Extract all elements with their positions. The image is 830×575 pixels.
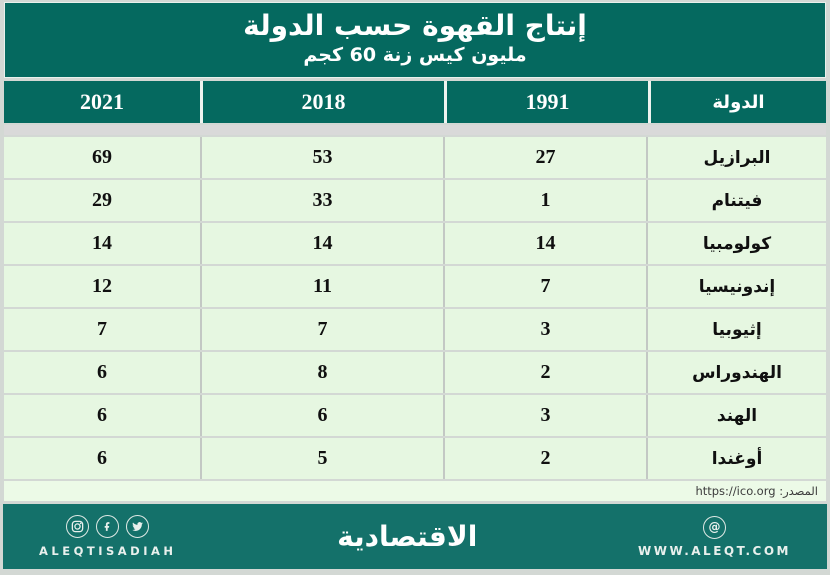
value-2021: 69 [4,137,200,178]
table-body: 69 53 27 البرازيل 29 33 1 فيتنام 14 14 1… [4,137,826,479]
country-name: كولومبيا [648,223,826,264]
value-1991: 27 [445,137,646,178]
column-header-country: الدولة [651,81,826,123]
value-2021: 6 [4,438,200,479]
website-label: WWW.ALEQT.COM [637,543,791,558]
value-2018: 33 [202,180,443,221]
value-2021: 29 [4,180,200,221]
column-header-1991: 1991 [447,81,648,123]
table-row: 12 11 7 إندونيسيا [4,266,826,307]
newspaper-logo: الاقتصادية [337,520,478,553]
value-1991: 2 [445,438,646,479]
value-2018: 8 [202,352,443,393]
table-row: 14 14 14 كولومبيا [4,223,826,264]
source-note: المصدر: https://ico.org [4,481,826,501]
value-2021: 12 [4,266,200,307]
instagram-icon [66,515,90,538]
value-2018: 5 [202,438,443,479]
table-header: 2021 2018 1991 الدولة [4,81,826,123]
value-2018: 7 [202,309,443,350]
header-separator [4,125,826,135]
country-name: فيتنام [648,180,826,221]
value-1991: 2 [445,352,646,393]
value-2021: 6 [4,395,200,436]
page-subtitle: مليون كيس زنة 60 كجم [303,44,527,66]
table-row: 29 33 1 فيتنام [4,180,826,221]
country-name: الهند [648,395,826,436]
footer-website-block: @ WWW.ALEQT.COM [637,515,791,558]
twitter-icon [126,515,150,538]
value-2021: 7 [4,309,200,350]
country-name: الهندوراس [648,352,826,393]
footer-bar: ALEQTISADIAH الاقتصادية @ WWW.ALEQT.COM [3,504,827,569]
value-2018: 53 [202,137,443,178]
country-name: البرازيل [648,137,826,178]
at-icon: @ [702,515,726,539]
value-2021: 14 [4,223,200,264]
footer-social-block: ALEQTISADIAH [39,515,177,558]
country-name: إندونيسيا [648,266,826,307]
table-row: 6 6 3 الهند [4,395,826,436]
value-1991: 1 [445,180,646,221]
table-row: 6 8 2 الهندوراس [4,352,826,393]
value-2021: 6 [4,352,200,393]
title-block: إنتاج القهوة حسب الدولة مليون كيس زنة 60… [4,2,826,78]
social-icons [66,515,150,538]
page-title: إنتاج القهوة حسب الدولة [243,9,587,42]
value-2018: 6 [202,395,443,436]
country-name: إثيوبيا [648,309,826,350]
column-header-2021: 2021 [4,81,200,123]
value-2018: 11 [202,266,443,307]
facebook-icon [96,515,120,538]
value-1991: 3 [445,309,646,350]
country-name: أوغندا [648,438,826,479]
column-header-2018: 2018 [203,81,444,123]
table-row: 7 7 3 إثيوبيا [4,309,826,350]
value-1991: 3 [445,395,646,436]
value-1991: 7 [445,266,646,307]
table-row: 69 53 27 البرازيل [4,137,826,178]
brand-latin-label: ALEQTISADIAH [39,544,177,558]
value-1991: 14 [445,223,646,264]
table-row: 6 5 2 أوغندا [4,438,826,479]
value-2018: 14 [202,223,443,264]
